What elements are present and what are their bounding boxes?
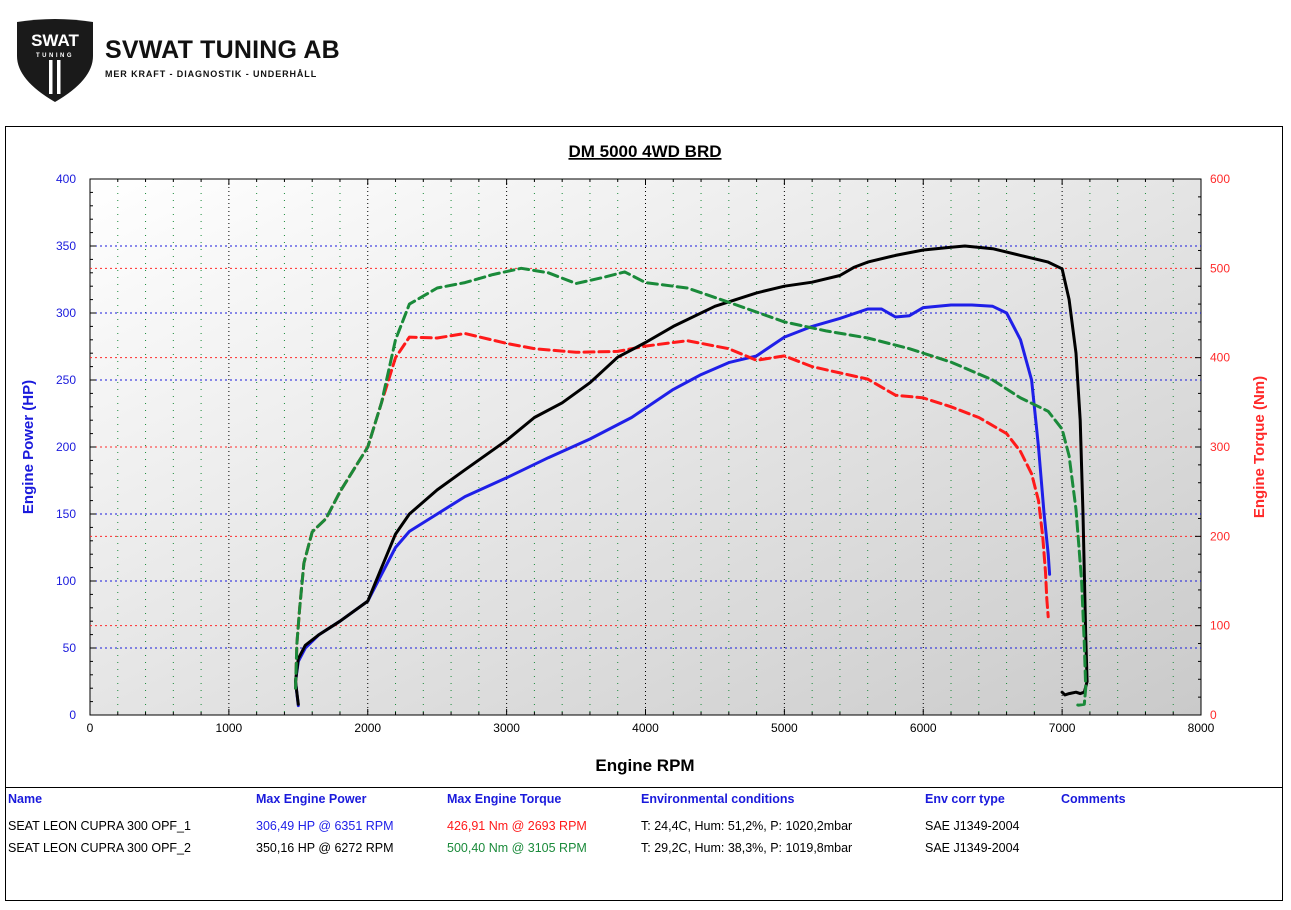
swat-shield-logo: SWAT TUNING xyxy=(17,19,93,102)
chart-title: DM 5000 4WD BRD xyxy=(568,142,721,161)
results-header-row: Name Max Engine Power Max Engine Torque … xyxy=(6,792,1282,810)
brand-tagline: MER KRAFT - DIAGNOSTIK - UNDERHÅLL xyxy=(105,69,318,79)
run-name: SEAT LEON CUPRA 300 OPF_2 xyxy=(8,841,191,855)
run-env-conditions: T: 29,2C, Hum: 38,3%, P: 1019,8mbar xyxy=(641,841,853,855)
x-tick-label: 5000 xyxy=(771,721,798,735)
table-row: SEAT LEON CUPRA 300 OPF_2 350,16 HP @ 62… xyxy=(6,841,1282,859)
y-left-tick-label: 200 xyxy=(56,440,76,454)
x-tick-label: 1000 xyxy=(216,721,243,735)
axes-layer: 0 1000 2000 3000 4000 5000 6000 7000 80000501001… xyxy=(56,172,1230,735)
header-max-power: Max Engine Power xyxy=(256,792,367,806)
x-tick-label: 2000 xyxy=(354,721,381,735)
x-tick-label: 0 xyxy=(87,721,94,735)
logo-mark-text: SWAT xyxy=(31,31,79,50)
run-max-power: 350,16 HP @ 6272 RPM xyxy=(256,841,394,855)
header-env-corr: Env corr type xyxy=(925,792,1005,806)
y-left-tick-label: 150 xyxy=(56,507,76,521)
y-left-tick-label: 300 xyxy=(56,306,76,320)
run-name: SEAT LEON CUPRA 300 OPF_1 xyxy=(8,819,191,833)
header-max-torque: Max Engine Torque xyxy=(447,792,562,806)
y-right-tick-label: 0 xyxy=(1210,708,1217,722)
header-env-conditions: Environmental conditions xyxy=(641,792,795,806)
run-env-corr: SAE J1349-2004 xyxy=(925,819,1020,833)
brand-name: SVWAT TUNING AB xyxy=(105,36,340,64)
logo-mark-subtext: TUNING xyxy=(36,53,74,59)
x-tick-label: 7000 xyxy=(1049,721,1076,735)
company-logo: SWAT TUNING SVWAT TUNING AB MER KRAFT - … xyxy=(14,16,364,108)
y-right-tick-label: 600 xyxy=(1210,172,1230,186)
run-max-torque: 500,40 Nm @ 3105 RPM xyxy=(447,841,587,855)
x-axis-label: Engine RPM xyxy=(595,756,694,775)
series-line-3-power xyxy=(294,244,1089,706)
run-max-power: 306,49 HP @ 6351 RPM xyxy=(256,819,394,833)
header-comments: Comments xyxy=(1061,792,1126,806)
y-right-tick-label: 500 xyxy=(1210,261,1230,275)
y-left-tick-label: 100 xyxy=(56,574,76,588)
y-right-tick-label: 300 xyxy=(1210,440,1230,454)
dyno-report: DM 5000 4WD BRD 0 1000 2000 3000 4000 5000 600… xyxy=(5,126,1283,901)
run-max-torque: 426,91 Nm @ 2693 RPM xyxy=(447,819,587,833)
run-env-corr: SAE J1349-2004 xyxy=(925,841,1020,855)
table-row: SEAT LEON CUPRA 300 OPF_1 306,49 HP @ 63… xyxy=(6,819,1282,837)
x-tick-label: 4000 xyxy=(632,721,659,735)
results-table: Name Max Engine Power Max Engine Torque … xyxy=(6,787,1282,855)
run-env-conditions: T: 24,4C, Hum: 51,2%, P: 1020,2mbar xyxy=(641,819,853,833)
x-tick-label: 8000 xyxy=(1188,721,1215,735)
y-left-tick-label: 350 xyxy=(56,239,76,253)
header-name: Name xyxy=(8,792,43,806)
series-layer xyxy=(294,244,1089,708)
y-left-tick-label: 0 xyxy=(69,708,76,722)
grid-lines xyxy=(90,179,1201,715)
y-left-tick-label: 400 xyxy=(56,172,76,186)
y-axis-left-label: Engine Power (HP) xyxy=(20,380,37,514)
series-line-4-torque xyxy=(294,266,1088,707)
y-right-tick-label: 400 xyxy=(1210,351,1230,365)
y-left-tick-label: 250 xyxy=(56,373,76,387)
y-right-tick-label: 200 xyxy=(1210,529,1230,543)
y-right-tick-label: 100 xyxy=(1210,619,1230,633)
dyno-chart: DM 5000 4WD BRD 0 1000 2000 3000 4000 5000 600… xyxy=(20,142,1268,775)
y-left-tick-label: 50 xyxy=(63,641,77,655)
y-axis-right-label: Engine Torque (Nm) xyxy=(1251,376,1268,518)
x-tick-label: 6000 xyxy=(910,721,937,735)
x-tick-label: 3000 xyxy=(493,721,520,735)
